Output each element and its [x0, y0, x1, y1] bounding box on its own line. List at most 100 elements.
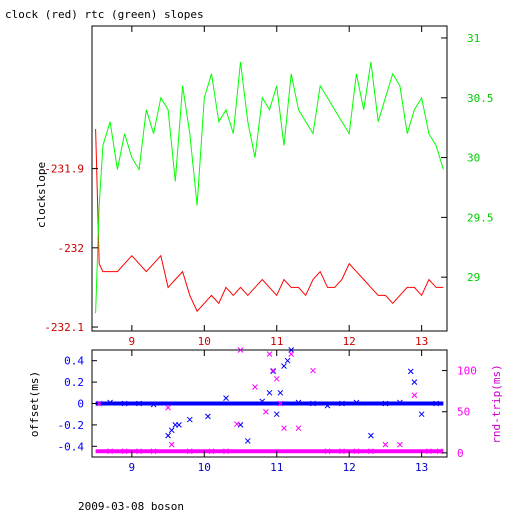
- bottom-yleft-tick-label: -0.2: [58, 419, 85, 432]
- top-x-tick-label: 11: [270, 335, 283, 348]
- offset-point-stroke: [186, 416, 193, 423]
- roundtrip-point-stroke: [288, 351, 295, 357]
- roundtrip-point-stroke: [165, 404, 171, 411]
- offset-point-stroke: [288, 347, 295, 353]
- roundtrip-point-stroke: [281, 425, 287, 432]
- roundtrip-point: [273, 375, 280, 382]
- roundtrip-point: [107, 448, 113, 455]
- roundtrip-point-stroke: [107, 448, 113, 455]
- roundtrip-point: [165, 404, 171, 411]
- rtc-slope-line: [95, 61, 444, 314]
- roundtrip-point: [263, 408, 269, 415]
- roundtrip-point-stroke: [310, 367, 316, 374]
- top-plot-frame: [91, 25, 448, 332]
- roundtrip-point: [252, 384, 258, 390]
- top-x-tick-label: 12: [343, 335, 356, 348]
- bottom-x-tick-label: 11: [270, 461, 283, 474]
- offset-point-stroke: [397, 399, 403, 406]
- roundtrip-point-stroke: [168, 441, 175, 448]
- rtc-slope-series: [95, 61, 444, 314]
- roundtrip-point-stroke: [186, 448, 193, 455]
- offset-point: [270, 368, 276, 375]
- roundtrip-point: [310, 367, 316, 374]
- offset-point: [259, 398, 266, 405]
- offset-point: [295, 399, 302, 406]
- offset-point: [284, 357, 291, 364]
- roundtrip-point: [288, 351, 295, 357]
- bottom-yleft-tick-label: 0.2: [64, 376, 84, 389]
- chart-title: clock (red) rtc (green) slopes: [5, 8, 204, 21]
- roundtrip-point: [223, 448, 229, 455]
- offset-point-stroke: [266, 389, 273, 396]
- top-yleft-tick-label: -232.1: [44, 321, 84, 334]
- offset-point-stroke: [273, 411, 280, 418]
- roundtrip-point-stroke: [237, 347, 244, 353]
- offset-point: [407, 368, 414, 375]
- offset-point-stroke: [150, 401, 157, 408]
- footer-caption: 2009-03-08 boson: [78, 500, 184, 512]
- roundtrip-point: [368, 448, 374, 455]
- offset-point-stroke: [223, 395, 229, 402]
- offset-point: [150, 401, 157, 408]
- roundtrip-point-stroke: [277, 400, 284, 407]
- roundtrip-point: [208, 448, 215, 455]
- top-yleft-tick-label: -232: [58, 242, 85, 255]
- roundtrip-point-stroke: [273, 375, 280, 382]
- offset-point: [324, 402, 331, 409]
- roundtrip-point-stroke: [353, 448, 360, 455]
- roundtrip-point-stroke: [136, 448, 142, 455]
- roundtrip-point-stroke: [223, 448, 229, 455]
- top-axes: 9 10 11 12 13 -231.9 -232 -232.1 31 30.5 30 29.5 29: [44, 26, 494, 348]
- roundtrip-point-stroke: [150, 448, 157, 455]
- bottom-x-tick-label: 12: [343, 461, 356, 474]
- roundtrip-point-stroke: [426, 448, 432, 455]
- offset-point: [107, 399, 113, 406]
- offset-point: [433, 400, 439, 407]
- roundtrip-point-stroke: [411, 392, 418, 399]
- roundtrip-point: [136, 448, 142, 455]
- bottom-yleft-tick-label: 0: [77, 398, 84, 411]
- roundtrip-point-stroke: [121, 448, 128, 455]
- offset-point-stroke: [418, 411, 425, 418]
- top-yright-tick-label: 30.5: [467, 92, 494, 105]
- offset-point-stroke: [310, 400, 316, 407]
- top-ylabel-left: clockslope: [35, 162, 48, 228]
- top-x-tick-label: 10: [198, 335, 211, 348]
- offset-point: [397, 399, 403, 406]
- offset-point-stroke: [407, 368, 414, 375]
- offset-point: [310, 400, 316, 407]
- roundtrip-point: [186, 448, 193, 455]
- roundtrip-point: [96, 400, 103, 407]
- offset-point: [273, 411, 280, 418]
- roundtrip-point: [295, 425, 302, 432]
- roundtrip-point-stroke: [368, 448, 374, 455]
- offset-point: [205, 413, 211, 420]
- roundtrip-point: [382, 441, 389, 448]
- bottom-ylabel-right: rnd-trip(ms): [490, 364, 503, 443]
- offset-point: [277, 389, 284, 396]
- offset-point-stroke: [368, 432, 374, 439]
- offset-point: [382, 400, 389, 407]
- roundtrip-point: [339, 448, 345, 455]
- bottom-x-tick-label: 13: [415, 461, 428, 474]
- offset-point-stroke: [121, 400, 128, 407]
- offset-point-stroke: [107, 399, 113, 406]
- offset-point-stroke: [270, 368, 276, 375]
- roundtrip-point: [281, 425, 287, 432]
- roundtrip-point-stroke: [295, 425, 302, 432]
- offset-point: [168, 427, 175, 434]
- offset-point: [136, 400, 142, 407]
- roundtrip-point: [324, 448, 331, 455]
- roundtrip-point-stroke: [263, 408, 269, 415]
- roundtrip-point: [436, 448, 443, 455]
- roundtrip-point-stroke: [96, 400, 103, 407]
- bottom-x-tick-label: 9: [129, 461, 136, 474]
- roundtrip-point: [397, 441, 403, 448]
- clock-slope-series: [95, 128, 444, 313]
- offset-point-stroke: [324, 402, 331, 409]
- roundtrip-point-stroke: [252, 384, 258, 390]
- roundtrip-point: [277, 400, 284, 407]
- top-x-tick-label: 13: [415, 335, 428, 348]
- roundtrip-point-stroke: [436, 448, 443, 455]
